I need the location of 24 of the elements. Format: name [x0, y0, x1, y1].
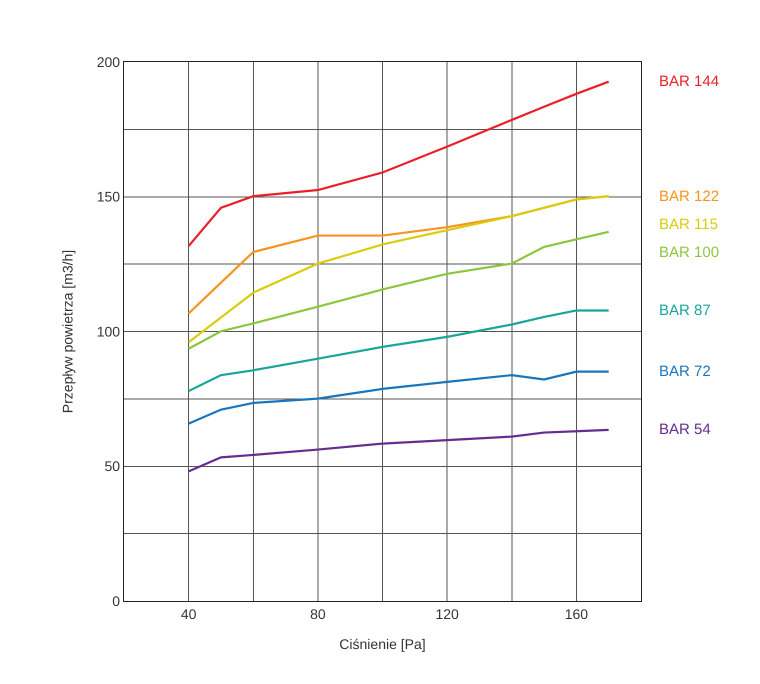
line-series	[188, 80, 610, 248]
line-series	[188, 230, 610, 350]
line-series	[188, 309, 610, 392]
x-tick-label: 40	[180, 606, 197, 622]
y-tick-label: 0	[112, 592, 120, 609]
y-axis-title: Przepływ powietrza [m3/h]	[59, 250, 76, 414]
text: BAR 100	[659, 244, 720, 261]
y-tick-label: 50	[104, 458, 120, 474]
y-tick-label: 100	[96, 323, 120, 340]
text: BAR 72	[659, 363, 711, 380]
text: BAR 54	[659, 421, 711, 438]
text: BAR 122	[659, 188, 720, 205]
y-tick-label: 150	[96, 188, 120, 205]
x-tick-label: 80	[310, 606, 326, 622]
x-tick-label: 120	[435, 606, 460, 622]
text: BAR 115	[659, 216, 718, 233]
line-series	[188, 195, 610, 344]
text: BAR 144	[659, 73, 720, 90]
line-series	[188, 428, 610, 472]
line-series	[188, 370, 610, 425]
x-axis-title: Ciśnienie [Pa]	[339, 636, 426, 652]
text: BAR 87	[659, 302, 711, 319]
x-tick-label: 160	[564, 606, 588, 622]
y-tick-label: 200	[96, 54, 120, 70]
